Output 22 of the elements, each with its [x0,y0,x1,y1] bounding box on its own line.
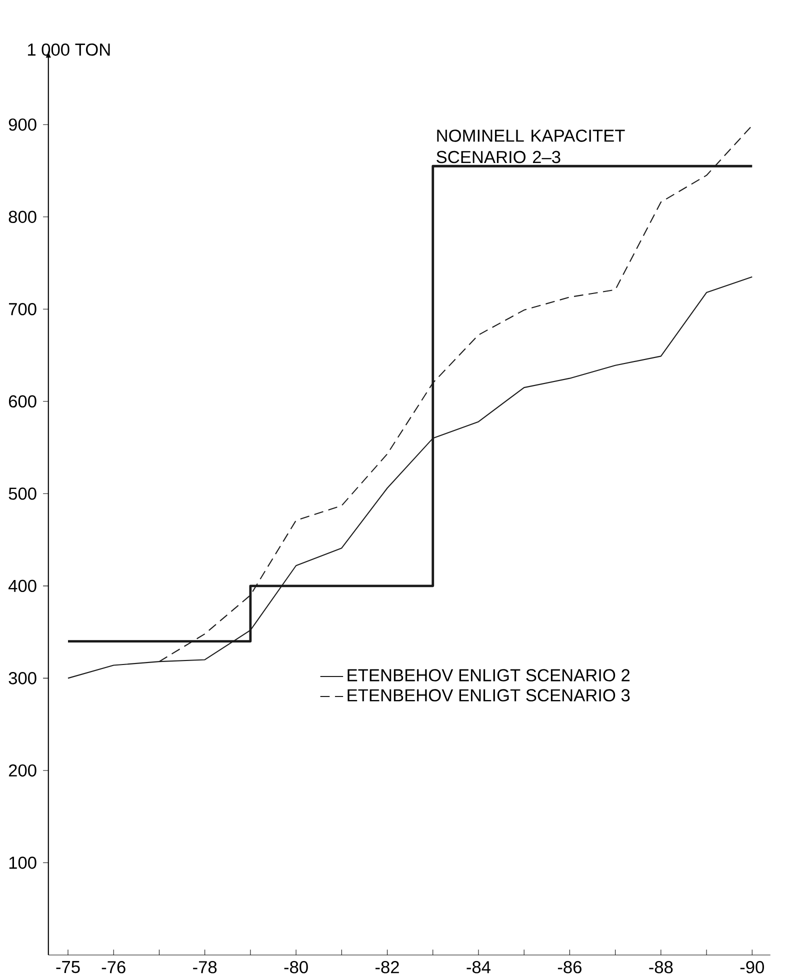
x-tick-label: -78 [193,961,217,974]
y-tick-label: 700 [8,302,36,316]
y-tick-label: 300 [8,672,36,684]
y-tick-label: 900 [8,118,36,131]
y-tick-label: 100 [9,856,36,869]
y-tick-label: 500 [8,488,36,500]
series-label: NOMINELL KAPACITET SCENARIO 2–3 [436,130,625,164]
x-tick-label: -76 [102,961,126,974]
y-tick-label: 600 [8,395,36,408]
x-tick-label: -88 [649,961,673,974]
y-tick-label: 800 [8,210,36,223]
y-axis-title: 1 000 TON [28,43,110,56]
x-tick-label: -86 [558,961,582,974]
x-tick-label: -84 [466,961,491,974]
x-tick-label: -82 [376,961,399,974]
legend-label: ETENBEHOV ENLIGT SCENARIO 2 [348,669,630,682]
legend-label: ETENBEHOV ENLIGT SCENARIO 3 [348,689,630,702]
x-tick-label: -90 [740,961,764,974]
x-tick-label: -75 [56,961,80,974]
y-tick-label: 400 [8,580,36,592]
y-tick-label: 200 [8,764,36,777]
x-tick-label: -80 [284,961,308,974]
